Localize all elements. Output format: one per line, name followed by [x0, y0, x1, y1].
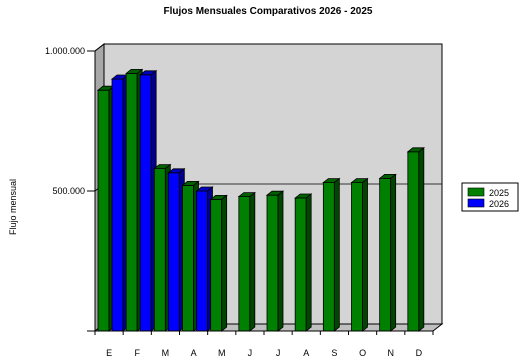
- bar-front: [210, 198, 223, 332]
- x-tick-label: J: [248, 348, 253, 358]
- bar: [265, 190, 285, 332]
- legend-label: 2026: [489, 199, 509, 209]
- bar-front: [139, 74, 152, 332]
- legend-swatch: [467, 187, 485, 197]
- x-tick-label: M: [162, 348, 170, 358]
- bar-side: [333, 177, 340, 332]
- bar: [195, 186, 214, 332]
- bar-side: [390, 173, 397, 332]
- bar-front: [153, 168, 166, 332]
- x-tick-label: O: [359, 348, 366, 358]
- bar-front: [196, 190, 208, 332]
- bar: [322, 177, 341, 332]
- bar-front: [379, 177, 392, 332]
- bar-front: [111, 78, 124, 332]
- bar-front: [407, 151, 420, 332]
- bar: [378, 173, 397, 332]
- x-tick-label: J: [276, 348, 281, 358]
- bar-front: [294, 197, 307, 332]
- bar-front: [266, 194, 279, 332]
- legend-swatch: [467, 198, 485, 208]
- legend-label: 2025: [489, 188, 509, 198]
- bar-side: [362, 177, 368, 332]
- bar: [209, 194, 228, 332]
- bar-front: [97, 89, 110, 332]
- gridline: [94, 43, 442, 52]
- bar-side: [305, 193, 312, 332]
- bars: [96, 68, 425, 332]
- x-tick-label: E: [106, 348, 112, 358]
- y-tick-label: 500.000: [52, 186, 85, 196]
- x-tick-label: D: [416, 348, 423, 358]
- bar: [110, 74, 130, 332]
- bar-front: [182, 184, 194, 332]
- x-tick-label: N: [388, 348, 395, 358]
- bar-front: [238, 196, 251, 332]
- bar: [350, 177, 369, 332]
- bar-front: [351, 182, 363, 332]
- x-tick-label: M: [218, 348, 226, 358]
- y-tick-label: 1.000.000: [45, 46, 85, 56]
- bar: [139, 69, 158, 332]
- bar: [406, 146, 425, 332]
- bar: [167, 167, 186, 332]
- bar-front: [322, 182, 335, 332]
- y-axis-label: Flujo mensual: [8, 179, 18, 235]
- bar-side: [277, 190, 284, 332]
- x-tick-label: A: [191, 348, 197, 358]
- bar: [294, 193, 313, 332]
- x-tick-label: S: [331, 348, 337, 358]
- bar-front: [167, 172, 180, 332]
- bar-side: [418, 146, 425, 332]
- chart-title: Flujos Mensuales Comparativos 2026 - 202…: [164, 6, 373, 17]
- bar: [96, 85, 116, 332]
- bar: [237, 191, 256, 332]
- x-tick-label: A: [303, 348, 309, 358]
- bar-front: [125, 73, 138, 332]
- bar-side: [221, 194, 228, 332]
- x-tick-label: F: [135, 348, 141, 358]
- bar-side: [249, 191, 256, 332]
